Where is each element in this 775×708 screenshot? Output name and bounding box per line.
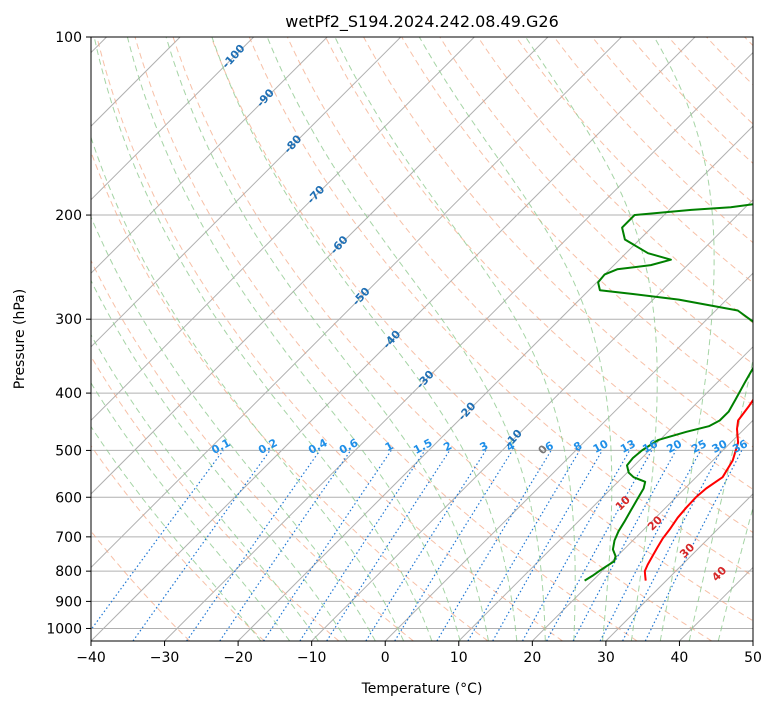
isotherm--80 <box>91 37 402 348</box>
moist-adiabat-16 <box>211 37 518 641</box>
chart-title: wetPf2_S194.2024.242.08.49.G26 <box>285 12 559 32</box>
moist-adiabat-44 <box>717 505 753 641</box>
x-tick-label-6: 20 <box>523 650 541 666</box>
moist-adiabat-32 <box>525 37 658 641</box>
x-tick-label-2: −20 <box>223 650 253 666</box>
mixing-ratio-line-1 <box>132 450 271 641</box>
dewpoint-line <box>584 203 753 582</box>
pressure-gridlines <box>91 37 753 629</box>
y-tick-label-0: 100 <box>55 30 82 46</box>
isotherm-0 <box>384 272 753 641</box>
y-tick-label-9: 1000 <box>46 621 82 637</box>
isotherm--70 <box>91 37 475 422</box>
moist-adiabat--16 <box>91 381 291 641</box>
mixing-ratio-line-9 <box>436 450 552 641</box>
dry-adiabat-0 <box>91 259 414 641</box>
mixing-ratio-label-17: 36 <box>730 437 750 456</box>
x-tick-label-9: 50 <box>744 650 762 666</box>
y-tick-label-2: 300 <box>55 312 82 328</box>
dry-adiabat--20 <box>91 444 265 641</box>
dry-adiabat-50 <box>210 37 753 622</box>
y-tick-label-8: 900 <box>55 594 82 610</box>
dry-adiabat-130 <box>515 37 753 284</box>
dry-adiabat-80 <box>325 37 753 490</box>
moist-adiabat-36 <box>653 37 715 641</box>
x-tick-label-0: −40 <box>76 650 106 666</box>
mixing-ratio-line-12 <box>521 450 631 641</box>
mixing-ratio-line-8 <box>394 450 513 641</box>
moist-adiabat--20 <box>91 425 262 641</box>
moist-adiabat--12 <box>91 333 319 641</box>
isotherm-10 <box>458 346 753 641</box>
isotherm--60 <box>91 37 549 495</box>
isotherm--30 <box>164 51 753 641</box>
sounding-profiles <box>584 203 753 582</box>
mixing-ratio-line-4 <box>263 450 392 641</box>
x-tick-label-7: 30 <box>597 650 615 666</box>
mixing-ratio-label-13: 16 <box>640 437 660 456</box>
isotherm--40 <box>91 37 696 641</box>
dry-adiabat--10 <box>91 355 340 641</box>
y-tick-label-3: 400 <box>55 386 82 402</box>
isotherm--90 <box>91 37 328 274</box>
x-axis-ticks: −40 −30 −20 −10 0 10 20 30 40 50 <box>76 641 762 666</box>
x-tick-label-3: −10 <box>297 650 327 666</box>
moist-adiabat-4 <box>93 37 433 641</box>
moist-adiabats <box>91 37 753 641</box>
mixing-ratio-line-3 <box>219 450 352 641</box>
y-tick-label-1: 200 <box>55 208 82 224</box>
x-axis-label: Temperature (°C) <box>361 681 483 697</box>
isotherm--20 <box>237 125 753 641</box>
mixing-ratio-label-16: 30 <box>710 437 730 456</box>
y-axis-label: Pressure (hPa) <box>12 289 28 389</box>
dry-adiabat-70 <box>286 37 753 534</box>
isotherms <box>91 37 753 641</box>
mixing-ratio-label-11: 10 <box>591 437 611 456</box>
y-tick-label-5: 600 <box>55 490 82 506</box>
isotherm-30 <box>605 493 753 641</box>
mixing-ratio-line-17 <box>644 450 743 641</box>
y-axis-ticks: 100 200 300 400 500 600 700 800 900 1000 <box>46 30 91 637</box>
y-tick-label-6: 700 <box>55 530 82 546</box>
mixing-ratio-line-2 <box>186 450 321 641</box>
mixing-ratio-label-15: 25 <box>689 437 709 456</box>
mixing-ratio-line-10 <box>467 450 581 641</box>
mixing-ratio-lines <box>91 450 743 641</box>
x-tick-label-4: 0 <box>381 650 390 666</box>
temperature-line <box>643 398 753 581</box>
moist-adiabat-28 <box>418 37 613 641</box>
isotherm--50 <box>91 37 622 569</box>
dry-adiabat-20 <box>96 37 563 641</box>
isotherm--100 <box>91 37 255 201</box>
mixing-ratio-label-12: 13 <box>618 437 638 456</box>
x-tick-label-1: −30 <box>150 650 180 666</box>
dry-adiabats <box>91 37 753 641</box>
moist-adiabat-0 <box>91 135 405 641</box>
y-tick-label-7: 800 <box>55 564 82 580</box>
mixing-ratio-line-11 <box>492 450 603 641</box>
isotherm-20 <box>531 419 753 641</box>
y-tick-label-4: 500 <box>55 443 82 459</box>
moist-adiabat--4 <box>91 215 376 641</box>
x-tick-label-8: 40 <box>671 650 689 666</box>
moist-adiabat-20 <box>266 37 546 641</box>
dry-adiabat-40 <box>172 37 713 641</box>
dry-adiabat-60 <box>248 37 753 577</box>
moist-adiabat-40 <box>688 357 753 641</box>
moist-adiabat-12 <box>165 37 489 641</box>
x-tick-label-5: 10 <box>450 650 468 666</box>
moist-adiabat-24 <box>334 37 576 641</box>
mixing-ratio-label-14: 20 <box>664 437 684 456</box>
moist-adiabat-8 <box>126 37 461 641</box>
plot-frame <box>90 36 754 642</box>
